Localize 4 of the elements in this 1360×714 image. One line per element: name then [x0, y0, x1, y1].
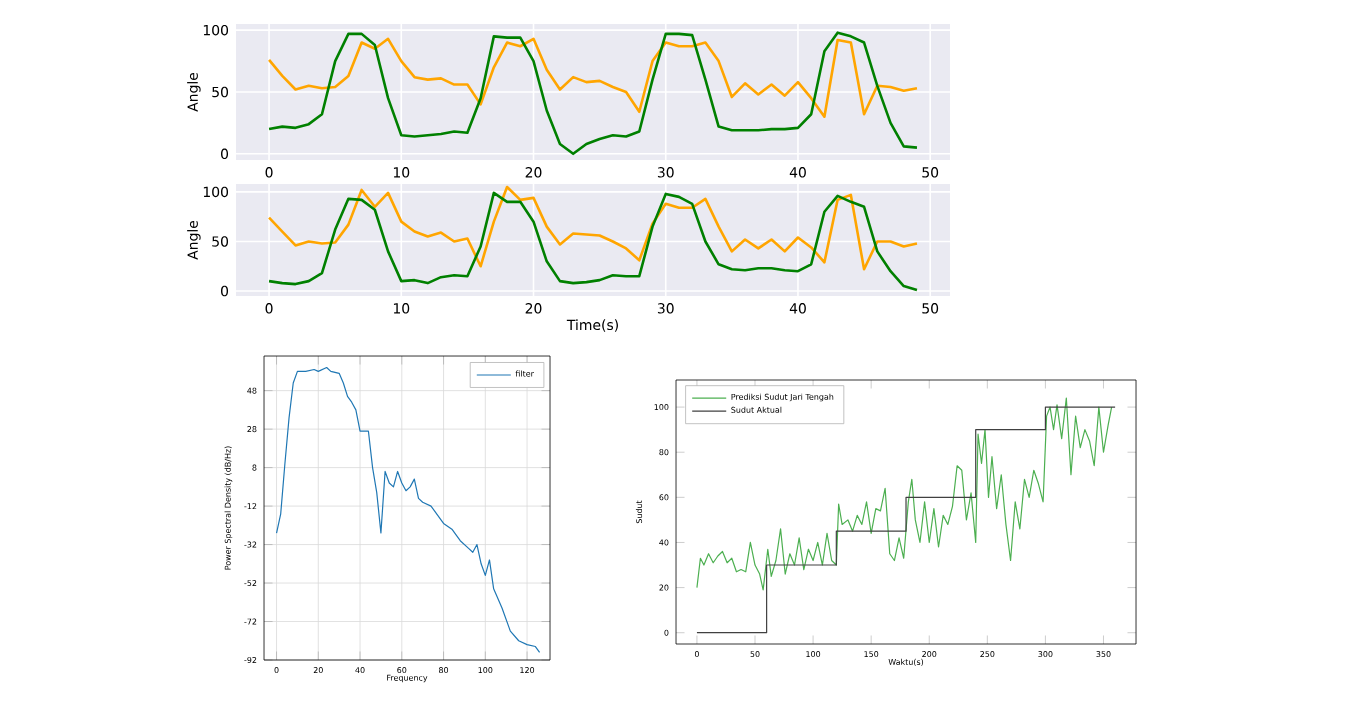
line-series — [696, 397, 1113, 591]
line-series — [267, 185, 919, 271]
line-series — [267, 191, 919, 292]
line-series — [267, 37, 919, 119]
